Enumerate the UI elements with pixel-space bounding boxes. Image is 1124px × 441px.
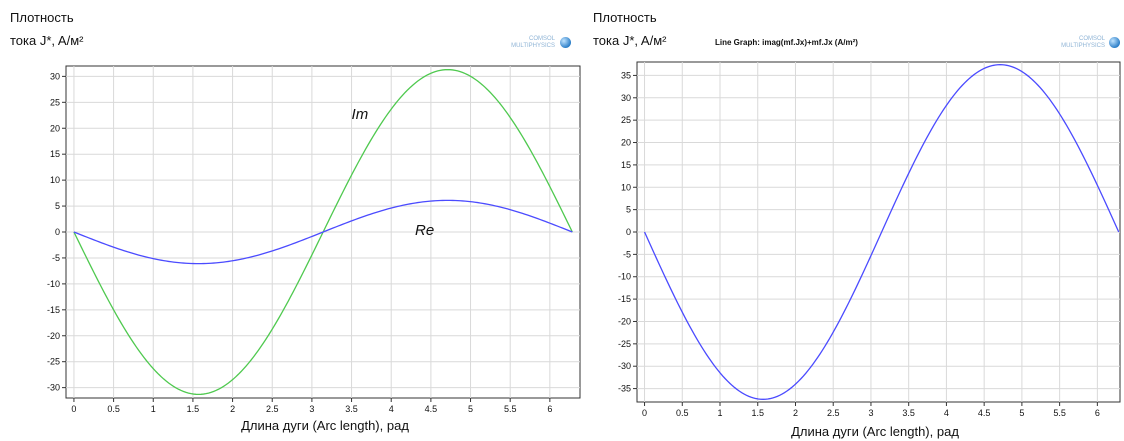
x-tick-label: 4.5 (425, 404, 438, 414)
x-tick-label: 0.5 (676, 408, 689, 418)
x-axis-label: Длина дуги (Arc length), рад (241, 418, 409, 433)
y-tick-label: 25 (50, 97, 60, 107)
y-tick-label: -25 (47, 357, 60, 367)
y-tick-label: 30 (621, 93, 631, 103)
chart-title: Line Graph: imag(mf.Jx)+mf.Jx (A/m²) (715, 38, 858, 47)
x-tick-label: 0.5 (107, 404, 120, 414)
y-tick-label: -35 (618, 384, 631, 394)
x-tick-label: 3 (868, 408, 873, 418)
y-tick-label: -20 (47, 331, 60, 341)
x-tick-label: 2.5 (827, 408, 840, 418)
y-tick-label: 25 (621, 115, 631, 125)
comsol-globe-icon (1109, 37, 1120, 48)
y-tick-label: 0 (626, 227, 631, 237)
annotation-re: Re (415, 222, 434, 239)
y-axis-label-line1: Плотность (10, 10, 74, 25)
x-tick-label: 3 (309, 404, 314, 414)
x-tick-label: 0 (71, 404, 76, 414)
y-tick-label: -25 (618, 339, 631, 349)
y-tick-label: 20 (621, 138, 631, 148)
x-tick-label: 1.5 (751, 408, 764, 418)
y-tick-label: 15 (621, 160, 631, 170)
x-tick-label: 1.5 (187, 404, 200, 414)
y-tick-label: -30 (47, 383, 60, 393)
y-tick-label: 30 (50, 71, 60, 81)
y-tick-label: 10 (621, 182, 631, 192)
y-tick-label: 10 (50, 175, 60, 185)
x-tick-label: 3.5 (902, 408, 915, 418)
x-tick-label: 5.5 (504, 404, 517, 414)
right-chart-svg: 0 0.5 1 1.5 2 2.5 3 3.5 4 4.5 5 5.5 6 -35 -30 -25 -20 -15… (618, 61, 1121, 418)
x-tick-label: 2.5 (266, 404, 279, 414)
comsol-globe-icon (560, 37, 571, 48)
y-tick-label: -30 (618, 361, 631, 371)
x-tick-label: 0 (642, 408, 647, 418)
x-tick-label: 6 (1095, 408, 1100, 418)
y-tick-label: 20 (50, 123, 60, 133)
y-tick-label: 35 (621, 70, 631, 80)
x-tick-label: 5 (468, 404, 473, 414)
x-tick-label: 4 (389, 404, 394, 414)
y-tick-label: -10 (47, 279, 60, 289)
x-tick-label: 4 (944, 408, 949, 418)
y-tick-label: 0 (55, 227, 60, 237)
x-tick-label: 1 (718, 408, 723, 418)
x-tick-label: 1 (151, 404, 156, 414)
y-axis-label-line1: Плотность (593, 10, 657, 25)
y-axis-label-line2: тока J*, A/м² (10, 33, 84, 48)
x-tick-label: 6 (547, 404, 552, 414)
y-axis-label-line2: тока J*, A/м² (593, 33, 667, 48)
y-tick-label: 5 (626, 205, 631, 215)
x-tick-label: 5.5 (1053, 408, 1066, 418)
series-line-re (73, 199, 573, 265)
y-tick-label: 15 (50, 149, 60, 159)
right-chart-panel: Плотность тока J*, A/м² Line Graph: imag… (585, 0, 1124, 441)
x-axis-label: Длина дуги (Arc length), рад (791, 424, 959, 439)
y-tick-label: -20 (618, 316, 631, 326)
annotation-im: Im (352, 106, 369, 123)
x-tick-label: 4.5 (978, 408, 991, 418)
y-tick-label: -5 (623, 249, 631, 259)
comsol-logo-text: COMSOL MULTIPHYSICS (511, 36, 555, 49)
x-tick-label: 5 (1019, 408, 1024, 418)
x-tick-label: 2 (793, 408, 798, 418)
left-chart-panel: Плотность тока J*, A/м² COMSOL MULTIPHYS… (10, 10, 581, 433)
left-chart-svg: 0 0.5 1 1.5 2 2.5 3 3.5 4 4.5 5 5.5 6 -30 -25 -20 -15 -10… (47, 65, 581, 414)
x-tick-label: 2 (230, 404, 235, 414)
y-tick-label: -5 (52, 253, 60, 263)
y-tick-label: -15 (47, 305, 60, 315)
x-tick-label: 3.5 (345, 404, 358, 414)
comsol-logo-text: COMSOL MULTIPHYSICS (1061, 36, 1105, 49)
series-line-main (643, 64, 1120, 400)
y-tick-label: -15 (618, 294, 631, 304)
y-tick-label: -10 (618, 272, 631, 282)
y-tick-label: 5 (55, 201, 60, 211)
